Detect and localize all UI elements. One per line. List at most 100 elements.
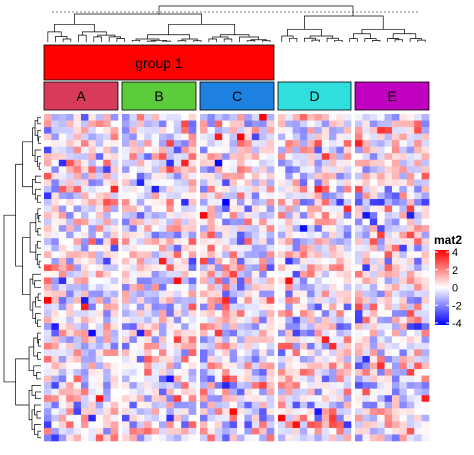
heatmap-cell <box>237 408 245 416</box>
heatmap-cell <box>299 375 308 383</box>
heatmap-cell <box>343 297 352 304</box>
heatmap-cell <box>299 140 308 147</box>
heatmap-cell <box>259 414 267 422</box>
heatmap-cell <box>343 349 352 357</box>
heatmap-cell <box>207 212 216 219</box>
heatmap-cell <box>299 336 308 344</box>
heatmap-cell <box>406 270 415 278</box>
heatmap-cell <box>251 225 260 233</box>
heatmap-cell <box>392 401 400 409</box>
heatmap-cell <box>58 434 67 442</box>
heatmap-cell <box>414 310 422 318</box>
heatmap-cell <box>259 290 267 298</box>
heatmap-cell <box>292 172 301 180</box>
heatmap-cell <box>285 375 293 383</box>
heatmap-cell <box>307 303 315 311</box>
heatmap-cell <box>406 336 415 344</box>
heatmap-cell <box>369 140 378 147</box>
heatmap-cell <box>406 303 415 311</box>
heatmap-cell <box>343 192 352 200</box>
heatmap-cell <box>229 297 238 304</box>
heatmap-cell <box>73 349 82 357</box>
heatmap-cell <box>136 166 145 174</box>
heatmap-cell <box>229 185 238 193</box>
heatmap-cell <box>343 251 352 259</box>
heatmap-cell <box>414 427 422 435</box>
heatmap-cell <box>66 329 74 337</box>
heatmap-cell <box>329 120 337 128</box>
heatmap-cell <box>166 238 175 246</box>
heatmap-cell <box>173 297 182 304</box>
heatmap-cell <box>237 355 245 363</box>
heatmap-cell <box>144 310 152 318</box>
heatmap-cell <box>81 369 89 376</box>
heatmap-cell <box>307 153 315 161</box>
heatmap-cell <box>66 218 74 226</box>
heatmap-cell <box>200 133 208 141</box>
heatmap-cell <box>136 264 145 272</box>
heatmap-cell <box>259 362 267 370</box>
heatmap-cell <box>122 277 130 285</box>
heatmap-cell <box>200 212 208 219</box>
heatmap-cell <box>44 225 52 233</box>
heatmap-cell <box>166 140 175 147</box>
heatmap-cell <box>414 199 422 206</box>
heatmap-cell <box>266 225 275 233</box>
heatmap-cell <box>103 421 111 429</box>
heatmap-cell <box>173 382 182 389</box>
heatmap-cell <box>51 179 60 187</box>
heatmap-cell <box>329 369 337 376</box>
heatmap-cell <box>362 212 371 219</box>
heatmap-cell <box>81 401 89 409</box>
heatmap-cell <box>259 257 267 265</box>
heatmap-cell <box>392 140 400 147</box>
heatmap-cell <box>88 434 97 442</box>
heatmap-cell <box>103 120 111 128</box>
heatmap-cell <box>214 185 223 193</box>
heatmap-cell <box>343 408 352 416</box>
heatmap-cell <box>122 257 130 265</box>
heatmap-cell <box>166 212 175 219</box>
heatmap-cell <box>399 133 408 141</box>
heatmap-cell <box>399 146 408 154</box>
heatmap-cell <box>384 401 393 409</box>
heatmap-cell <box>307 336 315 344</box>
heatmap-cell <box>251 264 260 272</box>
heatmap-cell <box>292 159 301 167</box>
heatmap-cell <box>237 172 245 180</box>
heatmap-cell <box>188 159 197 167</box>
heatmap-cell <box>285 316 293 324</box>
heatmap-cell <box>321 166 330 174</box>
heatmap-cell <box>278 153 286 161</box>
heatmap-cell <box>58 290 67 298</box>
heatmap-cell <box>369 355 378 363</box>
heatmap-cell <box>278 231 286 239</box>
heatmap-cell <box>166 146 175 154</box>
heatmap-cell <box>222 159 230 167</box>
heatmap-cell <box>222 244 230 252</box>
heatmap-cell <box>166 159 175 167</box>
heatmap-cell <box>188 355 197 363</box>
heatmap-cell <box>129 185 138 193</box>
heatmap-cell <box>188 153 197 161</box>
heatmap-cell <box>266 120 275 128</box>
heatmap-cell <box>200 414 208 422</box>
heatmap-cell <box>222 434 230 442</box>
slice-d-label: D <box>309 88 319 104</box>
heatmap-cell <box>81 395 89 403</box>
heatmap-cell <box>103 310 111 318</box>
heatmap-cell <box>329 355 337 363</box>
heatmap-cell <box>355 434 363 442</box>
heatmap-cell <box>336 336 344 344</box>
heatmap-cell <box>336 192 344 200</box>
heatmap-cell <box>414 114 422 121</box>
heatmap-cell <box>173 199 182 206</box>
heatmap-cell <box>214 388 223 396</box>
heatmap-cell <box>278 257 286 265</box>
heatmap-cell <box>88 421 97 429</box>
heatmap-cell <box>392 225 400 233</box>
heatmap-cell <box>329 179 337 187</box>
heatmap-cell <box>266 342 275 350</box>
heatmap-cell <box>329 244 337 252</box>
heatmap-cell <box>103 414 111 422</box>
